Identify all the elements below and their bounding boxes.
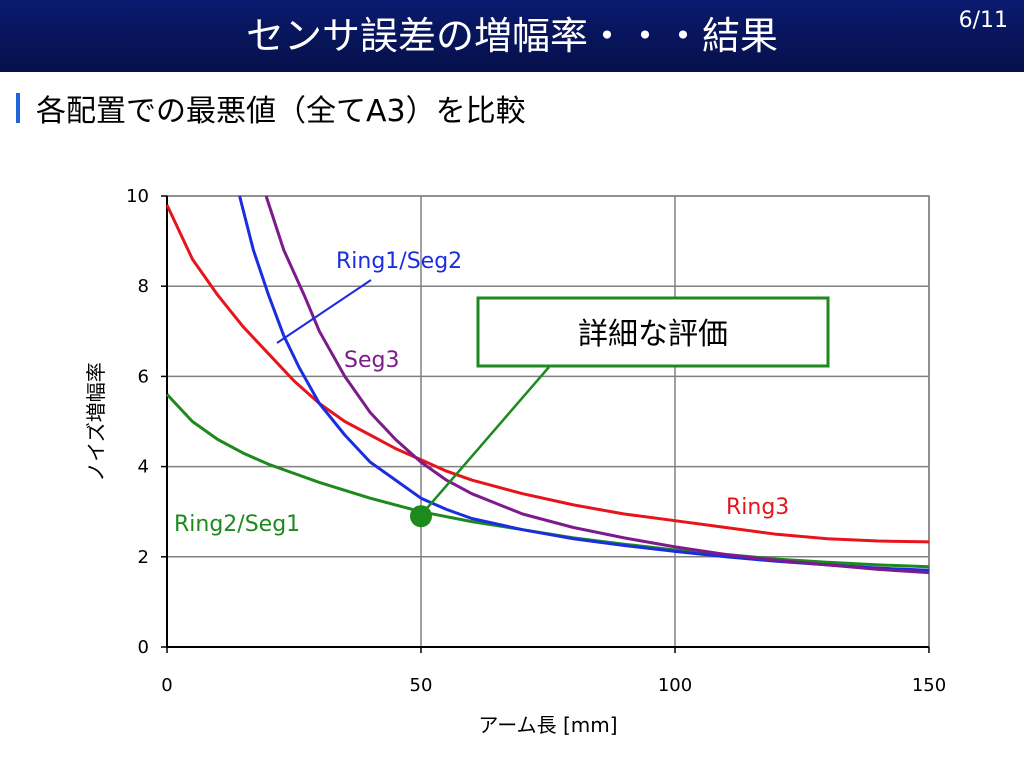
callout-box — [476, 296, 830, 368]
y-tick-label: 8 — [138, 276, 149, 297]
subtitle-marker — [16, 93, 20, 123]
y-tick-label: 10 — [126, 186, 149, 207]
series-label-seg3: Seg3 — [344, 348, 399, 373]
series-label-ring2-seg1: Ring2/Seg1 — [174, 512, 300, 537]
plot-frame — [166, 195, 930, 648]
callout-leader — [426, 366, 550, 510]
series-leader-ring1-seg2 — [276, 279, 372, 344]
x-tick-label: 100 — [658, 675, 692, 696]
series-line-ring3 — [165, 204, 930, 544]
x-tick-label: 0 — [161, 675, 172, 696]
x-axis-label: アーム長 [mm] — [478, 713, 617, 737]
y-tick-label: 0 — [138, 637, 149, 658]
series-line-ring2-seg1 — [165, 393, 930, 569]
page-number: 6/11 — [958, 8, 1008, 33]
x-tick-label: 150 — [912, 675, 946, 696]
x-tick-label: 50 — [410, 675, 433, 696]
y-tick-label: 6 — [138, 366, 149, 387]
callout-text: 詳細な評価 — [578, 317, 728, 352]
y-axis-label: ノイズ増幅率 — [84, 362, 108, 481]
slide-subtitle: 各配置での最悪値（全てA3）を比較 — [36, 94, 526, 129]
slide-title: センサ誤差の増幅率・・・結果 — [245, 14, 778, 58]
highlight-marker — [410, 505, 432, 528]
y-tick-label: 2 — [138, 547, 149, 568]
series-label-ring3: Ring3 — [726, 495, 789, 520]
series-line-seg3 — [264, 195, 930, 575]
y-tick-label: 4 — [138, 457, 149, 478]
series-label-ring1-seg2: Ring1/Seg2 — [336, 249, 462, 274]
title-bar — [0, 0, 1024, 72]
